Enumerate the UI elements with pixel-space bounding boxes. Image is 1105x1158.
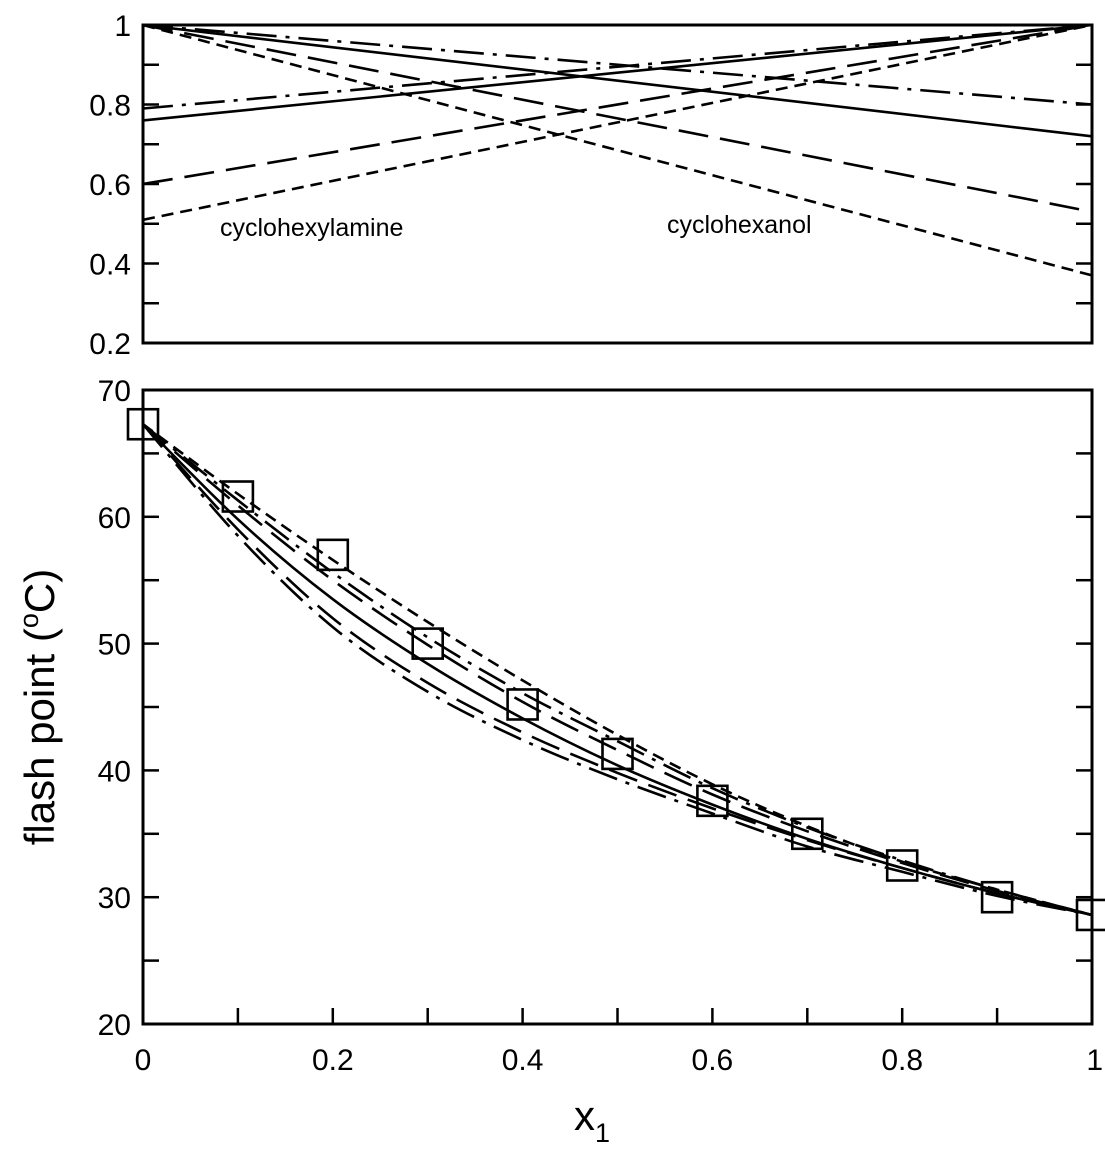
data-point-square [126, 407, 160, 441]
x-axis-title: x1 [574, 1092, 610, 1148]
bottom-series-line-3 [143, 423, 1092, 917]
bottom-x-tick-label: 0 [135, 1044, 152, 1077]
data-point-square [696, 784, 729, 818]
top-series-line-5 [143, 25, 1092, 186]
bottom-x-tick-label: 1 [1086, 1044, 1103, 1077]
top-series-line-3 [143, 25, 1092, 110]
bottom-y-tick-labels: 70 60 50 40 30 20 [98, 375, 131, 1042]
data-point-square [790, 817, 824, 851]
top-y-tick-label: 0.8 [89, 90, 131, 123]
y-axis-title: flash point (oC) [14, 569, 63, 845]
top-y-tick-label: 0.4 [89, 249, 131, 282]
bottom-series-line-5 [143, 423, 1092, 917]
top-y-tick-labels: 1 0.8 0.6 0.4 0.2 [89, 10, 131, 361]
top-series-line-6 [143, 25, 1092, 214]
data-point-square [1075, 898, 1105, 932]
bottom-x-tick-label: 0.2 [312, 1044, 354, 1077]
x-axis-title-subscript: 1 [595, 1118, 610, 1148]
bottom-series-line-1 [143, 423, 1092, 917]
bottom-plot-area [143, 423, 1092, 917]
top-series-line-1 [143, 25, 1092, 122]
top-panel: 1 0.8 0.6 0.4 0.2 cyclohexylamine cyclohexan… [89, 10, 1094, 361]
bottom-x-tick-label: 0.8 [881, 1044, 923, 1077]
bottom-y-tick-label: 40 [98, 755, 131, 788]
bottom-x-tick-label: 0.4 [502, 1044, 544, 1077]
bottom-y-tick-label: 50 [98, 629, 131, 662]
data-point-square [411, 627, 445, 660]
annotation-cyclohexanol: cyclohexanol [667, 211, 812, 239]
top-plot-area [143, 25, 1092, 277]
top-series-line-2 [143, 25, 1092, 138]
data-point-square [506, 688, 539, 721]
bottom-y-tick-label: 30 [98, 882, 131, 915]
bottom-y-tick-label: 70 [98, 375, 131, 408]
top-axis-ticks [143, 23, 1092, 345]
bottom-x-tick-label: 0.6 [692, 1044, 734, 1077]
annotation-cyclohexylamine: cyclohexylamine [220, 214, 403, 242]
data-point-square [885, 849, 919, 882]
data-point-square [316, 538, 350, 572]
top-y-tick-label: 1 [114, 10, 131, 43]
bottom-series-line-2 [143, 423, 1092, 917]
bottom-y-tick-label: 20 [98, 1009, 131, 1042]
bottom-axis-ticks [141, 388, 1094, 1026]
top-y-tick-label: 0.6 [89, 169, 131, 202]
bottom-series-line-4 [143, 423, 1092, 917]
top-series-line-4 [143, 25, 1092, 106]
bottom-y-tick-label: 60 [98, 502, 131, 535]
top-series-line-7 [143, 25, 1092, 222]
bottom-panel: 70 60 50 40 30 20 0 0.2 0.4 0.6 0.8 1 x1 flash poi… [14, 375, 1103, 1148]
data-point-square [980, 880, 1014, 914]
y-axis-title-superscript: o [14, 613, 44, 628]
experimental-points [126, 407, 1105, 932]
data-point-square [601, 737, 634, 771]
bottom-panel-frame [141, 388, 1094, 1026]
top-series-line-8 [143, 25, 1092, 277]
bottom-x-tick-labels: 0 0.2 0.4 0.6 0.8 1 [135, 1044, 1103, 1077]
bottom-series-line-6 [143, 423, 1092, 917]
data-point-square [221, 480, 255, 513]
top-y-tick-label: 0.2 [89, 328, 131, 361]
